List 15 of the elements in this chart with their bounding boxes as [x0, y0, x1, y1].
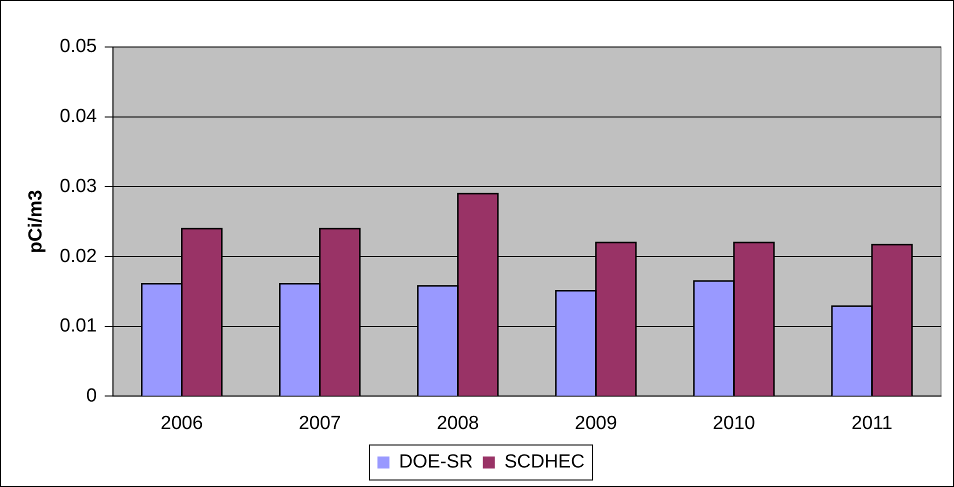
x-tick-label: 2009: [574, 412, 618, 434]
y-tick-label: 0: [86, 385, 97, 406]
y-tick-label: 0.02: [60, 246, 97, 267]
y-tick-label: 0.04: [60, 106, 98, 128]
y-tick-label: 0.03: [60, 176, 97, 197]
legend-label: SCDHEC: [504, 452, 585, 473]
legend-label: DOE-SR: [398, 452, 473, 473]
x-tick-label: 2008: [436, 412, 480, 434]
y-tick-label: 0.01: [60, 316, 97, 337]
y-axis-title: pCi/m3: [26, 190, 47, 254]
x-tick-label: 2010: [712, 412, 756, 434]
x-tick-label: 2011: [852, 412, 892, 434]
y-tick-label: 0.05: [60, 36, 97, 58]
x-tick-label: 2007: [298, 412, 341, 434]
x-tick-label: 2006: [160, 412, 203, 434]
